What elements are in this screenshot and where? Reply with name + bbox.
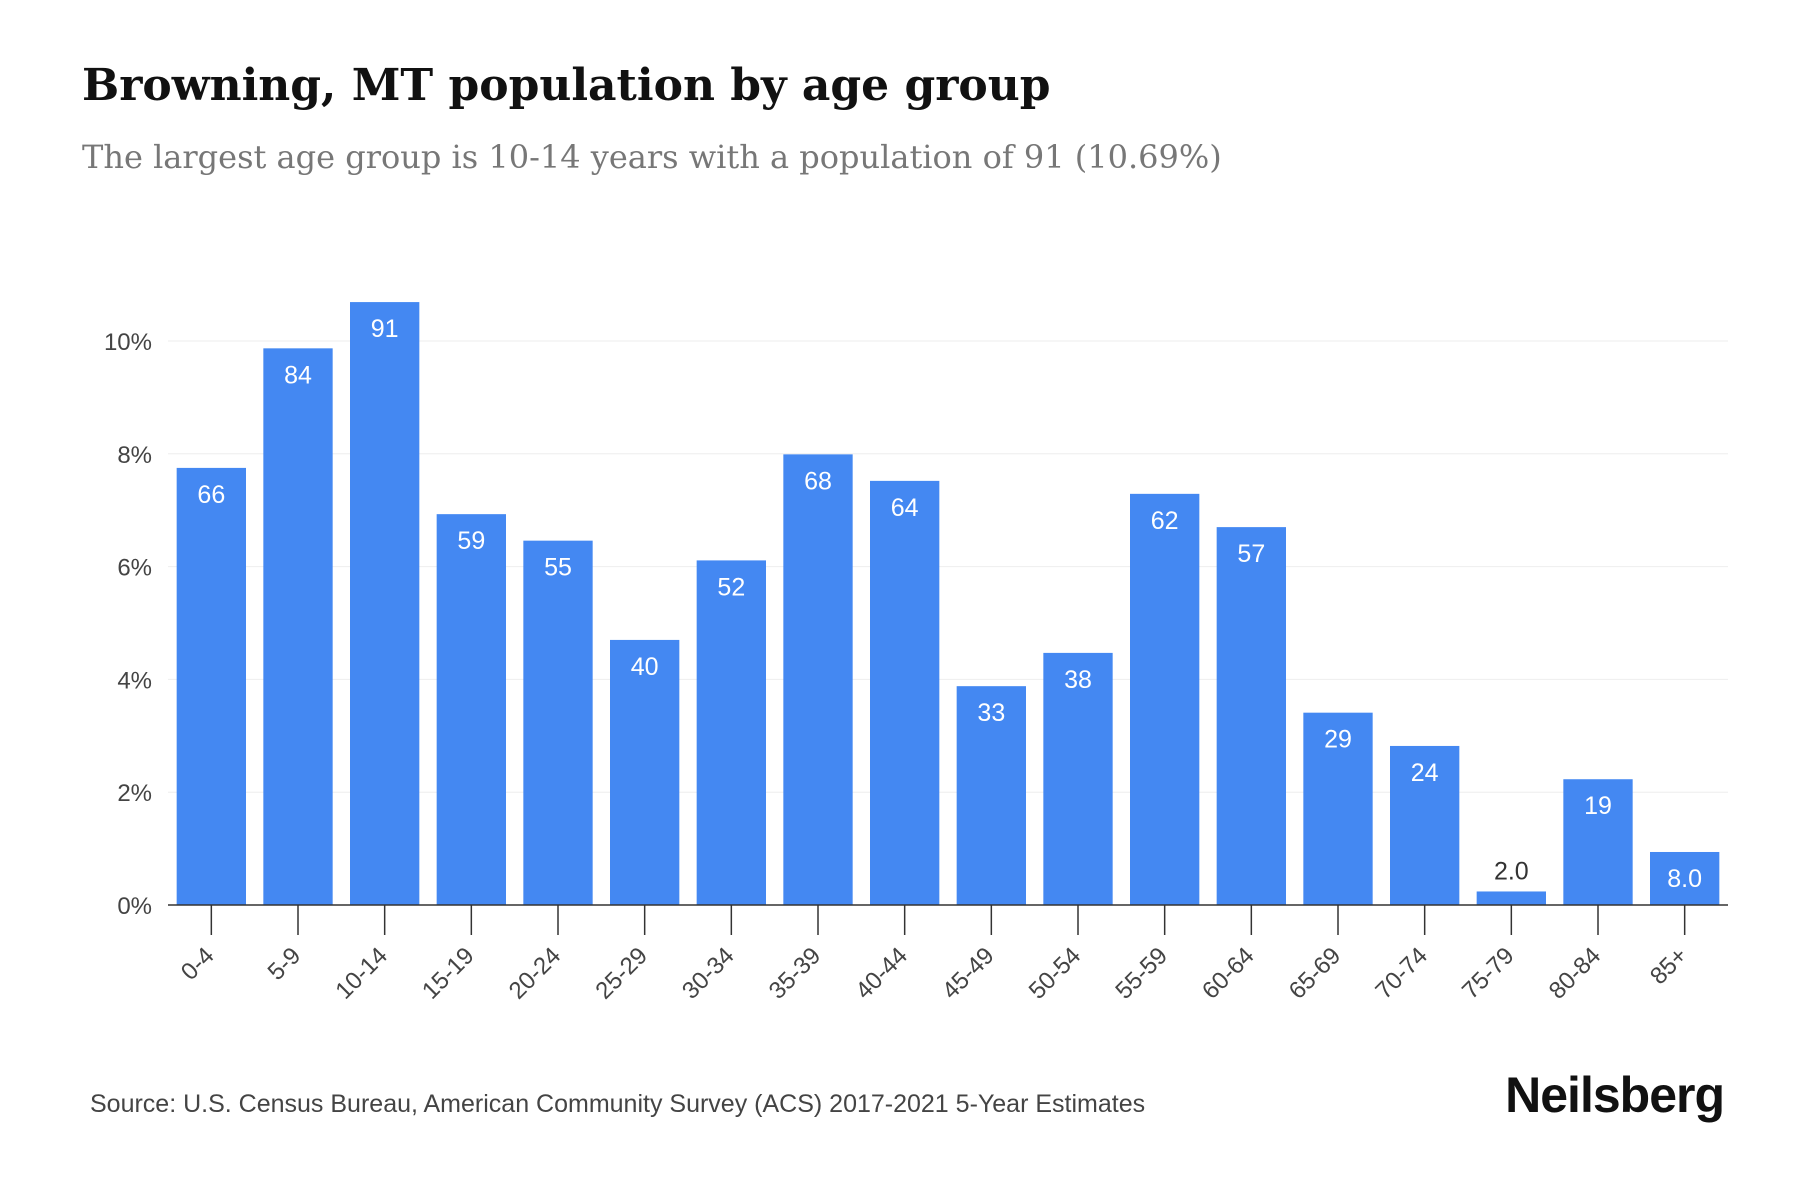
x-tick-label: 80-84 xyxy=(1544,942,1607,1005)
bar-value-label: 38 xyxy=(1064,666,1092,694)
chart-subtitle: The largest age group is 10-14 years wit… xyxy=(82,138,1222,176)
bar-value-label: 29 xyxy=(1324,726,1352,754)
bar xyxy=(1303,712,1373,905)
bar xyxy=(1650,851,1720,905)
bar xyxy=(783,454,853,905)
y-tick-label: 8% xyxy=(117,442,152,469)
x-tick-label: 85+ xyxy=(1645,942,1693,990)
bar-value-label: 19 xyxy=(1584,792,1612,820)
y-tick-label: 4% xyxy=(117,667,152,694)
x-tick-label: 15-19 xyxy=(417,942,480,1005)
bar-value-labels: 66 84 91 59 55 40 52 68 64 33 38 62 57 29 24 2.0 19 8.0 xyxy=(197,315,1702,893)
x-tick-label: 0-4 xyxy=(176,942,220,986)
bar xyxy=(1043,652,1113,905)
bar xyxy=(696,560,766,905)
bar xyxy=(350,302,420,906)
bar xyxy=(1563,779,1633,905)
x-tick-label: 65-69 xyxy=(1284,942,1347,1005)
bar xyxy=(1130,493,1200,905)
x-axis-ticks: 0-4 5-9 10-14 15-19 20-24 25-29 30-34 35-39 40-4… xyxy=(176,905,1693,1005)
x-tick-label: 40-44 xyxy=(850,942,913,1005)
bar-value-label: 57 xyxy=(1237,540,1265,568)
bar xyxy=(176,467,246,905)
bar-value-label: 33 xyxy=(977,699,1005,727)
brand-logo: Neilsberg xyxy=(1505,1067,1725,1123)
y-tick-label: 6% xyxy=(117,555,152,582)
x-tick-label: 60-64 xyxy=(1197,942,1260,1005)
bar-chart: 0% 2% 4% 6% 8% 10% 66 84 91 59 55 40 52 68 64 33 38 62 57… xyxy=(104,302,1728,1005)
bar xyxy=(263,348,333,905)
bar xyxy=(1216,527,1286,905)
x-tick-label: 30-34 xyxy=(677,942,740,1005)
x-tick-label: 25-29 xyxy=(590,942,653,1005)
bar-value-label: 62 xyxy=(1151,507,1179,535)
bar xyxy=(1390,745,1460,905)
chart-title: Browning, MT population by age group xyxy=(82,60,1051,111)
bar-value-label: 8.0 xyxy=(1667,865,1702,893)
bar-value-label: 24 xyxy=(1411,759,1439,787)
x-tick-label: 75-79 xyxy=(1457,942,1520,1005)
x-tick-label: 50-54 xyxy=(1024,942,1087,1005)
bar-value-label: 91 xyxy=(371,315,399,343)
y-tick-label: 0% xyxy=(117,893,152,920)
bars xyxy=(176,302,1720,906)
x-tick-label: 20-24 xyxy=(504,942,567,1005)
x-tick-label: 10-14 xyxy=(330,942,393,1005)
bar xyxy=(610,639,680,905)
bar xyxy=(870,480,940,905)
bar-value-label: 52 xyxy=(717,573,745,601)
x-tick-label: 5-9 xyxy=(263,942,307,986)
x-tick-label: 55-59 xyxy=(1110,942,1173,1005)
bar xyxy=(523,540,593,905)
x-tick-label: 35-39 xyxy=(764,942,827,1005)
x-tick-label: 45-49 xyxy=(937,942,1000,1005)
x-tick-label: 70-74 xyxy=(1370,942,1433,1005)
bar-value-label: 68 xyxy=(804,467,832,495)
gridlines xyxy=(168,340,1728,793)
bar xyxy=(1476,891,1546,905)
bar-value-label: 66 xyxy=(197,481,225,509)
bar-value-label: 40 xyxy=(631,653,659,681)
bar-value-label: 84 xyxy=(284,361,312,389)
bar xyxy=(436,514,506,905)
y-tick-label: 10% xyxy=(104,329,152,356)
bar-value-label: 2.0 xyxy=(1494,857,1529,885)
bar xyxy=(956,686,1026,905)
y-tick-label: 2% xyxy=(117,780,152,807)
source-note: Source: U.S. Census Bureau, American Com… xyxy=(90,1090,1146,1118)
bar-value-label: 55 xyxy=(544,554,572,582)
y-axis-ticks: 0% 2% 4% 6% 8% 10% xyxy=(104,329,152,920)
bar-value-label: 59 xyxy=(457,527,485,555)
bar-value-label: 64 xyxy=(891,494,919,522)
